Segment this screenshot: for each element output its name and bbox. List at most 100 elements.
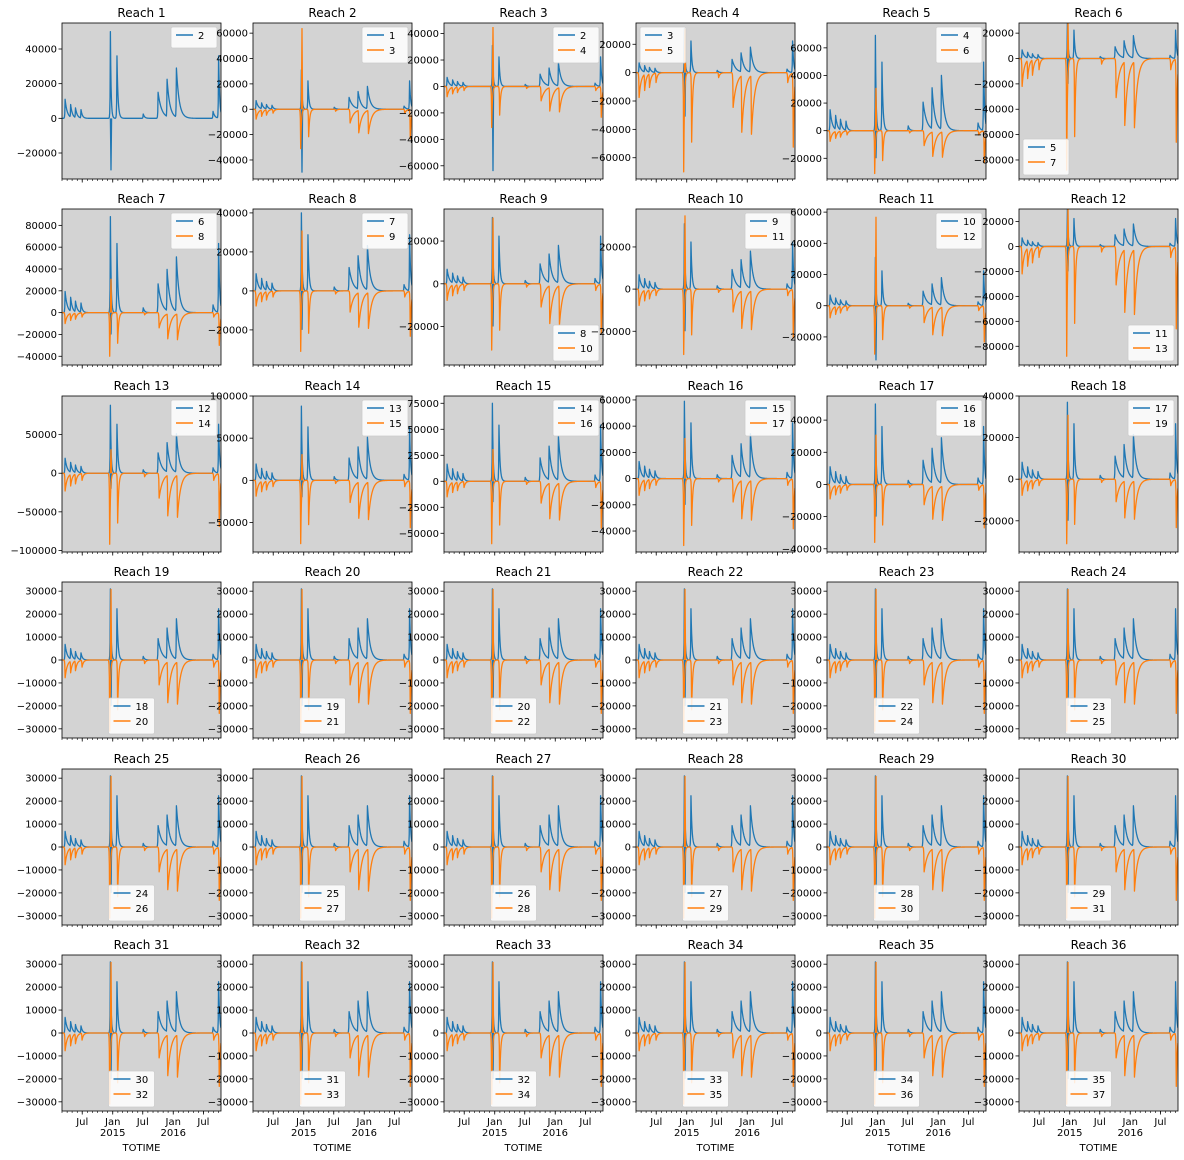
legend-box: [744, 399, 792, 437]
axes-frame: [635, 395, 796, 553]
axes-frame: [1018, 22, 1179, 180]
series-spike-35: [683, 961, 687, 1034]
axes-frame: [1018, 208, 1179, 366]
x-tick-label: Jul: [649, 1117, 662, 1128]
subplot-title: Reach 2: [308, 6, 356, 20]
y-tick-label: 0: [1008, 843, 1014, 854]
series-spike-7: [1066, 23, 1070, 59]
y-tick-label: 50000: [216, 434, 248, 445]
legend-box: [1065, 697, 1112, 735]
subplot-title: Reach 32: [305, 938, 361, 952]
subplot-title: Reach 8: [308, 192, 356, 206]
y-tick-label: 20000: [407, 610, 439, 621]
subplot-reach-25: −30000 −20000 −10000 0 10000 20000 30000 Reach …: [17, 752, 222, 929]
y-tick-label: 0: [51, 1029, 57, 1040]
legend: 13: [361, 26, 409, 64]
series-line-5: [636, 71, 795, 173]
series-line-15: [253, 479, 412, 545]
y-tick-label: −30000: [17, 1097, 57, 1108]
y-tick-label: −20000: [591, 500, 631, 511]
y-tick-label: −60000: [591, 153, 631, 164]
legend-label: 30: [136, 1075, 149, 1086]
series-spike-27: [300, 775, 304, 848]
series-lines: [253, 961, 412, 1105]
y-tick-label: 20000: [216, 610, 248, 621]
y-tick-label: 0: [433, 279, 439, 290]
y-tick-label: −30000: [399, 911, 439, 922]
legend-label: 35: [710, 1090, 723, 1101]
series-lines: [62, 31, 221, 171]
series-line-18: [827, 483, 986, 543]
axes-frame: [443, 208, 604, 366]
legend-box: [682, 1070, 729, 1108]
legend-box: [552, 324, 600, 362]
y-tick-label: 20000: [790, 270, 822, 281]
y-tick-label: 60000: [25, 243, 57, 254]
legend-box: [361, 26, 409, 64]
y-tick-label: −10000: [208, 865, 248, 876]
x-tick-label: Jan: [547, 1117, 563, 1128]
x-tick-label: Jul: [75, 1117, 88, 1128]
y-tick-label: 20000: [216, 79, 248, 90]
axes-frame: [635, 208, 796, 366]
subplot-title: Reach 20: [305, 565, 361, 579]
x-tick-label: Jan: [1061, 1117, 1077, 1128]
y-tick-label: −20000: [782, 512, 822, 523]
x-tick-label: Jul: [327, 1117, 340, 1128]
legend-label: 3: [389, 46, 395, 57]
y-tick-label: 10000: [25, 820, 57, 831]
subplot-title: Reach 31: [114, 938, 170, 952]
y-tick-label: 20000: [407, 797, 439, 808]
y-tick-label: 0: [625, 1029, 631, 1040]
legend-label: 15: [772, 404, 785, 415]
y-tick-label: −20000: [974, 1074, 1014, 1085]
series-line-19: [1019, 478, 1178, 545]
legend-label: 26: [518, 889, 531, 900]
y-tick-label: −40000: [974, 292, 1014, 303]
y-tick-label: 0: [1008, 54, 1014, 65]
x-tick-label: Jul: [770, 1117, 783, 1128]
subplot-title: Reach 9: [499, 192, 547, 206]
series-line-4: [444, 85, 603, 129]
legend-box: [490, 884, 537, 922]
series-line-32: [62, 1032, 221, 1105]
legend-box: [873, 1070, 920, 1108]
x-axis-label: TOTIME: [1079, 1143, 1118, 1154]
y-tick-label: 0: [816, 126, 822, 137]
y-tick-label: 10000: [790, 820, 822, 831]
legend-label: 10: [580, 344, 593, 355]
subplot-title: Reach 12: [1071, 192, 1127, 206]
y-tick-label: 10000: [790, 1006, 822, 1017]
subplot-title: Reach 25: [114, 752, 170, 766]
series-line-30: [827, 846, 986, 919]
axes-frame: [826, 395, 987, 553]
y-tick-label: −20000: [782, 888, 822, 899]
y-tick-label: 40000: [407, 29, 439, 40]
legend-label: 5: [1050, 143, 1056, 154]
legend-label: 2: [580, 31, 586, 42]
legend-label: 32: [136, 1090, 149, 1101]
x-tick-label: Jul: [1093, 1117, 1106, 1128]
y-tick-label: −10000: [399, 678, 439, 689]
legend-label: 25: [327, 889, 340, 900]
y-tick-label: 0: [625, 68, 631, 79]
y-tick-label: 10000: [216, 820, 248, 831]
y-tick-label: −20000: [17, 1074, 57, 1085]
y-tick-label: 0: [816, 301, 822, 312]
series-spike-32: [109, 961, 113, 1034]
subplot-title: Reach 21: [496, 565, 552, 579]
y-tick-label: −10000: [591, 1051, 631, 1062]
y-tick-label: 30000: [599, 587, 631, 598]
legend-label: 24: [136, 889, 149, 900]
x-tick-label: 2016: [926, 1128, 951, 1139]
y-tick-label: −30000: [974, 724, 1014, 735]
series-lines: [1019, 23, 1178, 171]
y-tick-label: −10000: [782, 865, 822, 876]
series-line-7: [1019, 57, 1178, 171]
